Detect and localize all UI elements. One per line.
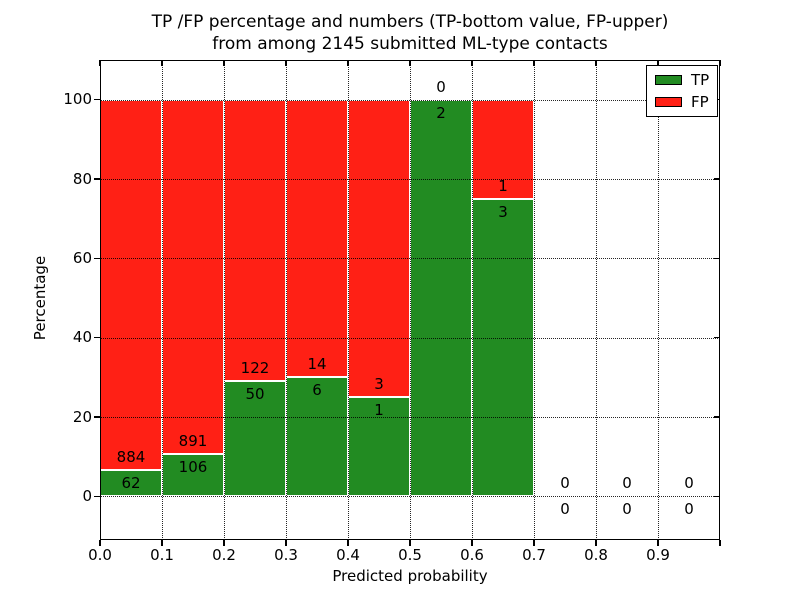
gridline-v-0.2 — [224, 60, 225, 540]
x-tick-top-0.2 — [223, 60, 225, 66]
fp-count-label-0.6: 1 — [498, 176, 508, 195]
gridline-v-0.3 — [286, 60, 287, 540]
fp-count-label-0.1: 891 — [178, 432, 208, 451]
tp-count-label-0.6: 3 — [498, 202, 508, 221]
x-tick-label-0.7: 0.7 — [522, 546, 546, 564]
gridline-v-0.4 — [348, 60, 349, 540]
bar-tp-0.5 — [410, 99, 472, 497]
legend-label-tp: TP — [691, 71, 710, 89]
fp-count-label-0.8: 0 — [622, 474, 632, 493]
bar-fp-0.3 — [286, 99, 348, 378]
legend-item-fp: FP — [655, 94, 709, 110]
fp-count-label-0: 884 — [116, 448, 146, 467]
bar-fp-0 — [100, 99, 162, 471]
x-tick-top-0.1 — [161, 60, 163, 66]
x-tick-label-0.6: 0.6 — [460, 546, 484, 564]
x-tick-top-0.9 — [657, 60, 659, 66]
x-tick-bottom-0.5 — [409, 540, 411, 546]
gridline-v-0.6 — [472, 60, 473, 540]
bar-fp-0.2 — [224, 99, 286, 381]
x-tick-label-0.3: 0.3 — [274, 546, 298, 564]
x-tick-bottom-0.1 — [161, 540, 163, 546]
gridline-v-0.1 — [162, 60, 163, 540]
bar-tp-0.6 — [472, 198, 534, 497]
y-tick-label-80: 80 — [72, 169, 92, 188]
tp-count-label-0.4: 1 — [374, 401, 384, 420]
legend-item-tp: TP — [655, 72, 709, 88]
y-tick-label-0: 0 — [82, 486, 92, 505]
grid-layer — [100, 60, 720, 540]
x-tick-bottom-1 — [719, 540, 721, 546]
legend-label-fp: FP — [691, 93, 709, 111]
x-tick-bottom-0.4 — [347, 540, 349, 546]
y-tick-left-40 — [94, 336, 100, 339]
y-tick-left-80 — [94, 178, 100, 180]
x-tick-bottom-0.2 — [223, 540, 225, 546]
chart-title-line1: TP /FP percentage and numbers (TP-bottom… — [151, 12, 669, 32]
y-tick-label-100: 100 — [63, 90, 92, 109]
x-tick-label-0.4: 0.4 — [336, 546, 360, 564]
fp-count-label-0.5: 0 — [436, 77, 446, 96]
fp-count-label-0.9: 0 — [684, 474, 694, 493]
gridline-v-0.8 — [596, 60, 597, 540]
x-tick-bottom-0.9 — [657, 540, 659, 546]
legend: TP FP — [646, 65, 719, 117]
x-tick-top-0.7 — [533, 60, 535, 66]
y-axis-label: Percentage — [31, 255, 49, 341]
x-tick-label-0.2: 0.2 — [212, 546, 236, 564]
fp-count-label-0.7: 0 — [560, 474, 570, 493]
x-tick-label-0.9: 0.9 — [646, 546, 670, 564]
x-tick-bottom-0.3 — [285, 540, 287, 546]
y-tick-left-0 — [94, 495, 100, 498]
bar-tp-0 — [100, 470, 162, 497]
tp-count-label-0.1: 106 — [178, 458, 208, 477]
chart-title-line2: from among 2145 submitted ML-type contac… — [212, 34, 608, 54]
plot-area: 884 62 891 106 122 50 14 6 3 1 0 2 1 3 0 0 0 0 0 0 TP FP — [100, 60, 720, 540]
chart-title: TP /FP percentage and numbers (TP-bottom… — [100, 11, 720, 55]
y-tick-label-60: 60 — [72, 248, 92, 267]
gridline-v-0.7 — [534, 60, 535, 540]
y-tick-left-60 — [94, 257, 100, 260]
x-tick-top-0.3 — [285, 60, 287, 66]
legend-swatch-tp-icon — [655, 75, 682, 85]
gridline-v-0.5 — [410, 60, 411, 540]
tp-count-label-0.8: 0 — [622, 500, 632, 519]
x-tick-top-0.4 — [347, 60, 349, 66]
x-tick-label-0.0: 0.0 — [88, 546, 112, 564]
tp-count-label-0.7: 0 — [560, 500, 570, 519]
legend-swatch-fp-icon — [655, 97, 682, 107]
x-tick-top-0.5 — [409, 60, 411, 66]
fp-count-label-0.2: 122 — [240, 358, 270, 377]
x-tick-bottom-0 — [99, 540, 101, 546]
x-tick-top-0.6 — [471, 60, 473, 66]
fp-count-label-0.3: 14 — [307, 355, 327, 374]
bar-count-labels-layer: 884 62 891 106 122 50 14 6 3 1 0 2 1 3 0 0 0 0 0 0 — [100, 60, 720, 540]
x-tick-label-0.8: 0.8 — [584, 546, 608, 564]
tp-count-label-0: 62 — [121, 474, 141, 493]
x-axis-label: Predicted probability — [332, 567, 488, 585]
fp-count-label-0.4: 3 — [374, 375, 384, 394]
x-tick-bottom-0.8 — [595, 540, 597, 546]
tp-count-label-0.5: 2 — [436, 103, 446, 122]
tp-count-label-0.9: 0 — [684, 500, 694, 519]
bars-layer — [100, 60, 720, 540]
x-tick-label-0.1: 0.1 — [150, 546, 174, 564]
y-tick-label-40: 40 — [72, 328, 92, 347]
bar-fp-0.1 — [162, 99, 224, 455]
y-tick-left-100 — [94, 98, 100, 101]
y-tick-label-20: 20 — [72, 407, 92, 426]
tp-count-label-0.3: 6 — [312, 381, 322, 400]
y-tick-left-20 — [94, 416, 100, 418]
tp-count-label-0.2: 50 — [245, 384, 265, 403]
gridline-v-0.9 — [658, 60, 659, 540]
x-tick-top-0 — [99, 60, 101, 66]
bar-fp-0.4 — [348, 99, 410, 398]
x-tick-bottom-0.6 — [471, 540, 473, 546]
x-tick-bottom-0.7 — [533, 540, 535, 546]
x-tick-label-0.5: 0.5 — [398, 546, 422, 564]
x-tick-top-0.8 — [595, 60, 597, 66]
